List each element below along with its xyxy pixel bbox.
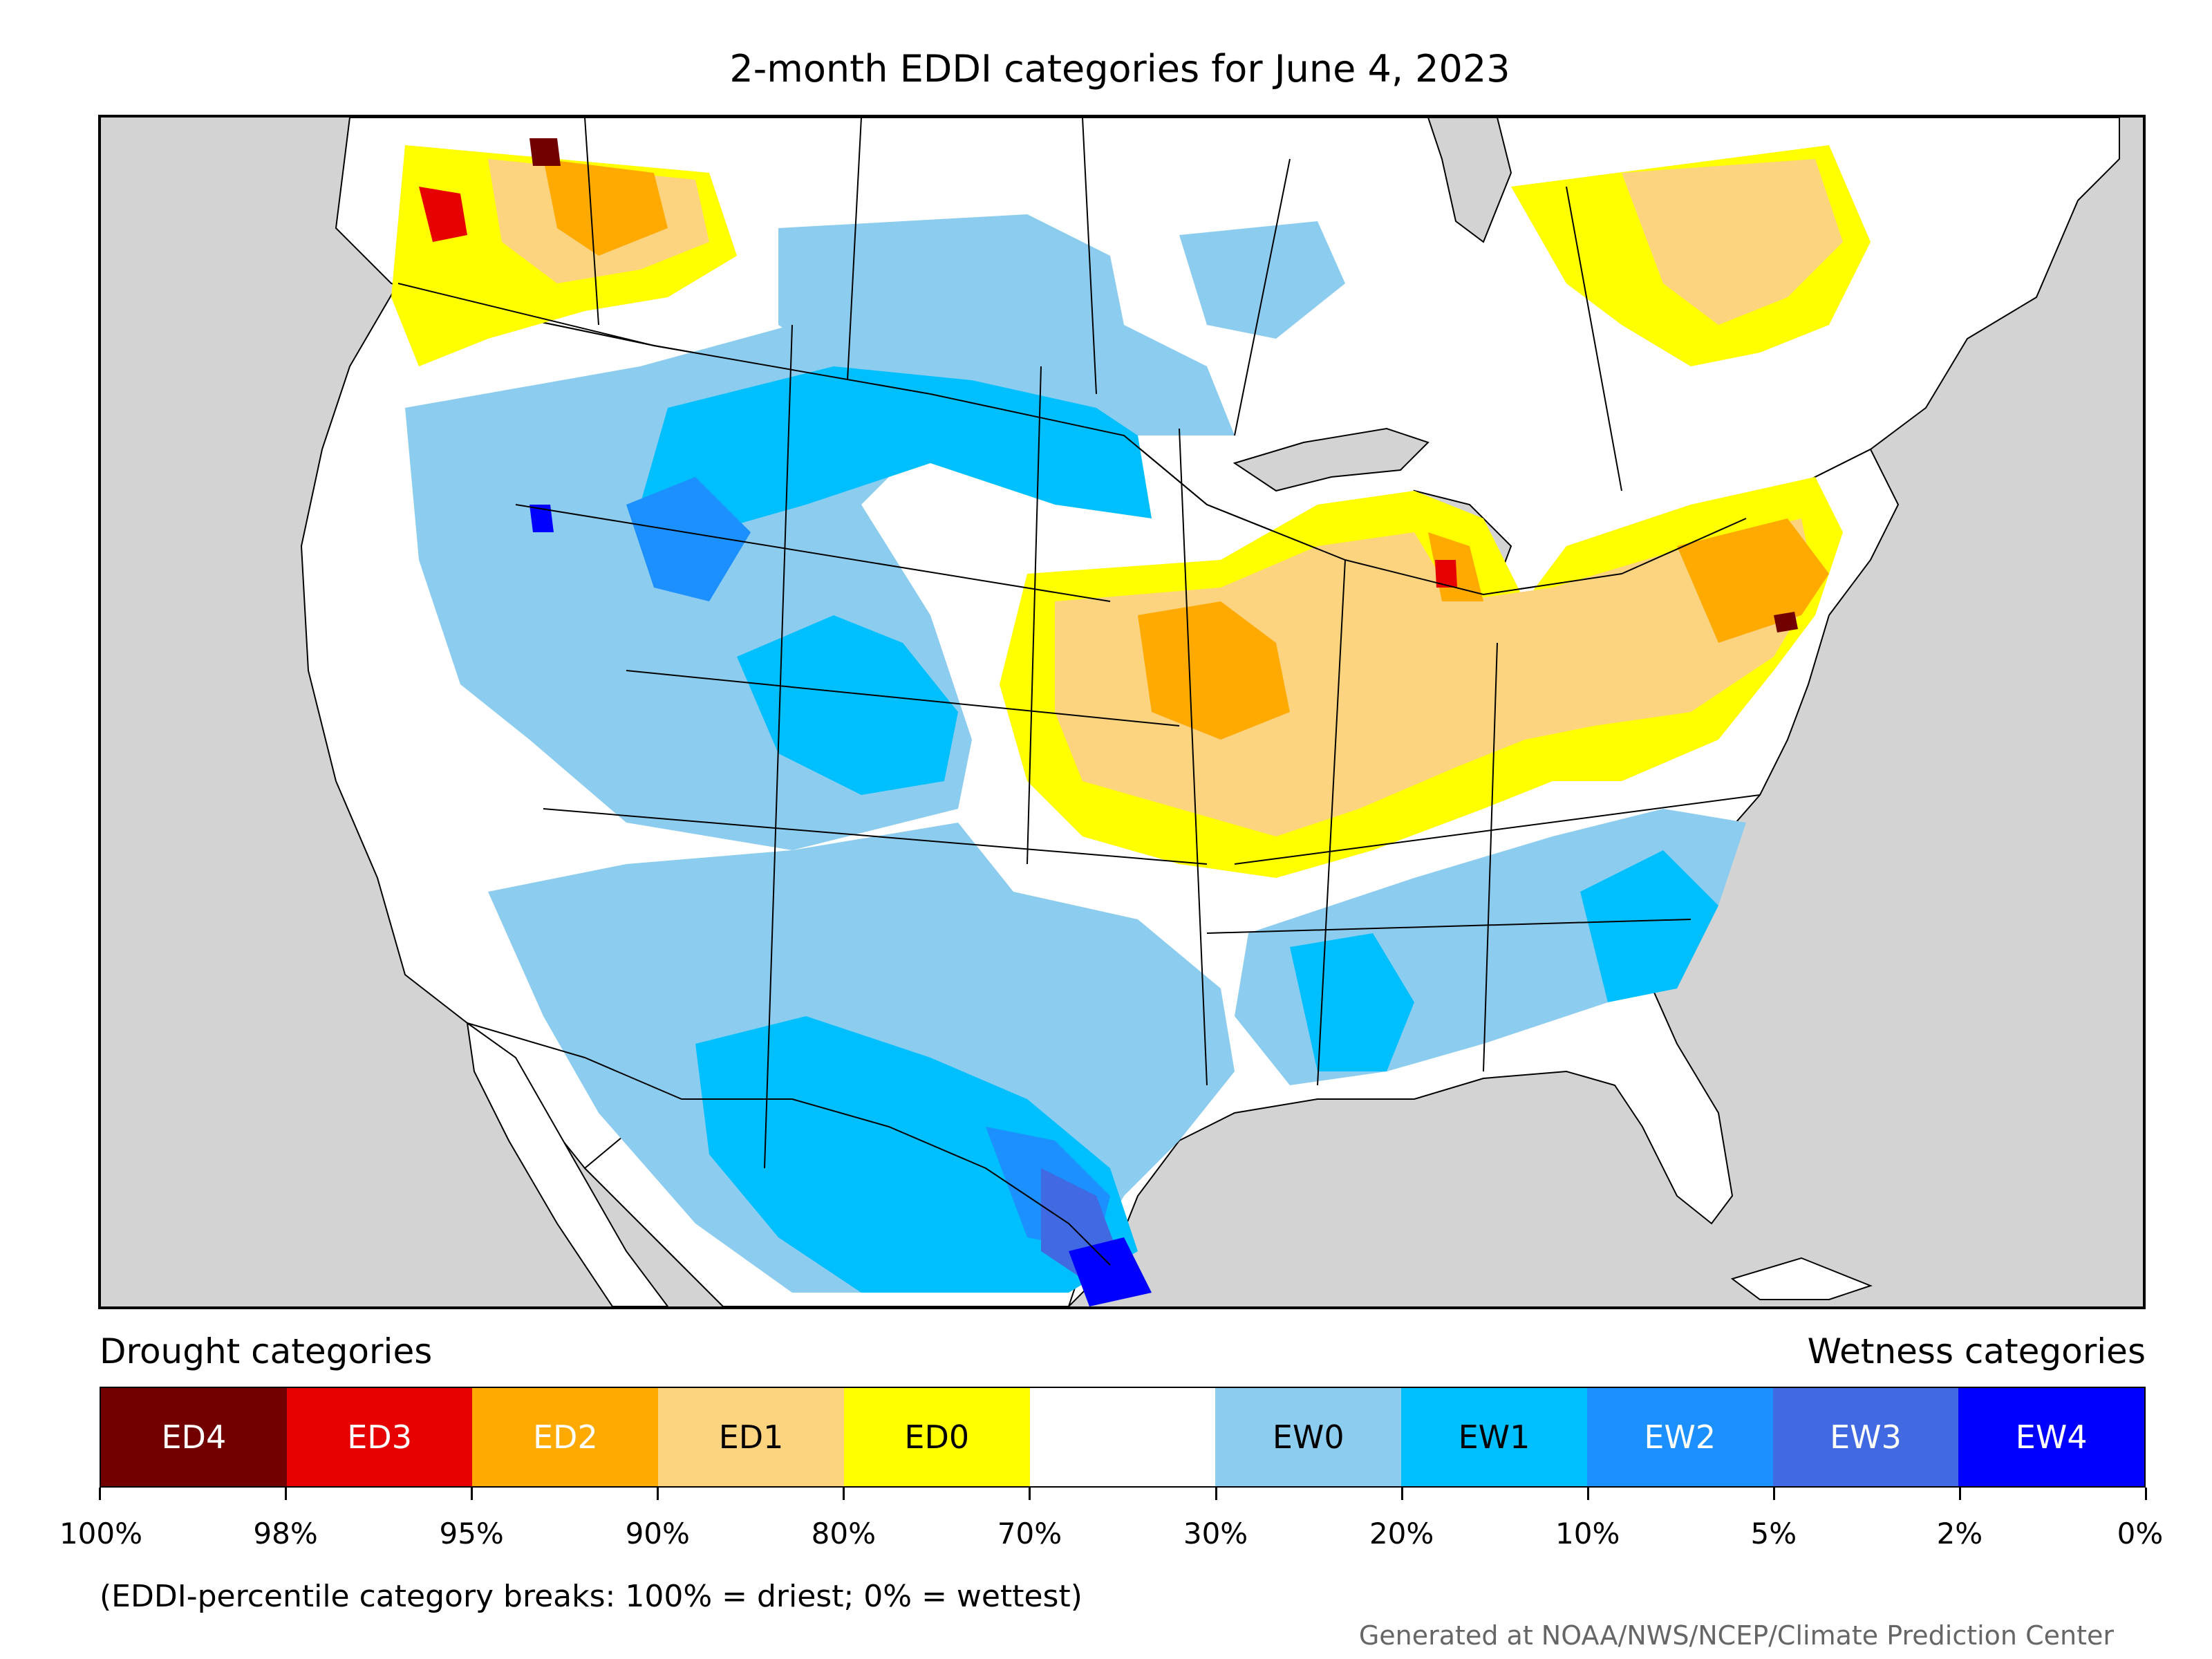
- legend-swatch-ew3: EW3: [1772, 1388, 1959, 1486]
- ed1-area-quebec: [1622, 159, 1843, 325]
- us-mexico-border: [467, 1022, 1111, 1266]
- ew0-area-ontario: [1179, 221, 1345, 339]
- ed4-area-nyc: [1774, 612, 1798, 632]
- legend-tick: [2145, 1488, 2147, 1500]
- legend-tick-label: 30%: [1183, 1517, 1248, 1550]
- legend-swatch-neutral: [1029, 1388, 1216, 1486]
- ed2-area-bc: [543, 159, 668, 256]
- map-title: 2-month EDDI categories for June 4, 2023: [729, 47, 1510, 91]
- legend-swatch-ew1: EW1: [1401, 1388, 1587, 1486]
- legend-tick-label: 98%: [253, 1517, 318, 1550]
- credit-text: Generated at NOAA/NWS/NCEP/Climate Predi…: [1358, 1620, 2114, 1651]
- legend-swatch-ed4: ED4: [101, 1388, 287, 1486]
- legend-tick: [1958, 1488, 1961, 1500]
- hudson-bay-inlet: [1427, 118, 1512, 243]
- legend-tick: [1400, 1488, 1403, 1500]
- legend-tick: [99, 1488, 101, 1500]
- ew4-area-texas: [1069, 1237, 1152, 1306]
- us-canada-border: [397, 283, 1747, 596]
- baja-land: [466, 1021, 669, 1306]
- legend-tick: [285, 1488, 288, 1500]
- ed3-area-michigan: [1435, 560, 1457, 588]
- legend-tick: [471, 1488, 474, 1500]
- legend-tick: [657, 1488, 659, 1500]
- legend-tick: [1586, 1488, 1589, 1500]
- wetness-categories-heading: Wetness categories: [1807, 1331, 2146, 1371]
- legend-tick-label: 10%: [1555, 1517, 1620, 1550]
- legend-swatch-ed3: ED3: [286, 1388, 473, 1486]
- legend-swatch-ew2: EW2: [1586, 1388, 1773, 1486]
- ew1-area-mississippi: [1290, 933, 1414, 1071]
- legend-swatch-ed1: ED1: [658, 1388, 844, 1486]
- legend-tick: [1772, 1488, 1775, 1500]
- cuba-land: [1730, 1257, 1873, 1300]
- legend-swatch-ed0: ED0: [843, 1388, 1030, 1486]
- legend-ticks: [99, 1488, 2147, 1501]
- ed3-area-bc: [419, 187, 467, 242]
- legend-note: (EDDI-percentile category breaks: 100% =…: [100, 1579, 1082, 1614]
- legend-tick-label: 20%: [1369, 1517, 1434, 1550]
- category-areas: [391, 138, 1871, 1306]
- legend-swatch-ew4: EW4: [1958, 1388, 2145, 1486]
- ed2-area-northeast: [1677, 518, 1829, 643]
- ew1-area-colorado: [737, 615, 958, 795]
- drought-categories-heading: Drought categories: [100, 1331, 433, 1371]
- legend-swatch-ed2: ED2: [472, 1388, 659, 1486]
- ew1-area-montana: [640, 366, 1152, 532]
- legend-tick: [1215, 1488, 1217, 1500]
- legend-swatch-ew0: EW0: [1215, 1388, 1402, 1486]
- map-canvas: [300, 118, 2120, 1306]
- ew4-area-idaho: [529, 505, 554, 532]
- legend-tick-label: 80%: [811, 1517, 877, 1550]
- legend-tick-label: 100%: [59, 1517, 143, 1550]
- lake-superior: [1232, 427, 1430, 492]
- legend-tick-label: 90%: [625, 1517, 690, 1550]
- legend-tick: [1029, 1488, 1031, 1500]
- legend-tick-label: 70%: [997, 1517, 1062, 1550]
- eddi-map: [98, 115, 2146, 1309]
- ew1-area-carolinas: [1580, 850, 1718, 1002]
- legend-tick-label: 0%: [2117, 1517, 2164, 1550]
- legend-colorbar: ED4 ED3 ED2 ED1 ED0 EW0 EW1 EW2 EW3 EW4: [100, 1387, 2146, 1488]
- legend-tick-label: 2%: [1936, 1517, 1983, 1550]
- boundaries-layer: [397, 118, 1761, 1266]
- ed4-area-bc: [529, 138, 561, 166]
- legend-tick-label: 5%: [1750, 1517, 1797, 1550]
- ed2-area-iowa: [1138, 601, 1290, 740]
- ew2-area-idaho: [626, 477, 751, 601]
- legend-tick-label: 95%: [439, 1517, 504, 1550]
- ed1-area-corn-belt: [1055, 518, 1815, 836]
- legend-tick: [843, 1488, 845, 1500]
